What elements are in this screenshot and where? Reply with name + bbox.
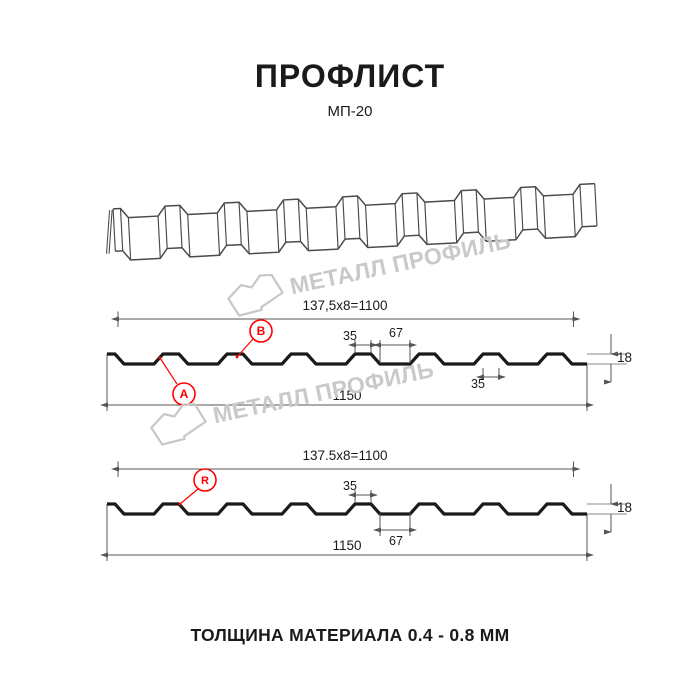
svg-text:67: 67 bbox=[389, 534, 403, 548]
svg-text:18: 18 bbox=[617, 350, 632, 365]
svg-text:A: A bbox=[180, 387, 189, 401]
svg-text:1150: 1150 bbox=[332, 538, 361, 553]
svg-text:67: 67 bbox=[389, 326, 403, 340]
svg-text:35: 35 bbox=[343, 479, 357, 493]
svg-text:B: B bbox=[257, 324, 266, 338]
svg-text:35: 35 bbox=[343, 329, 357, 343]
svg-text:35: 35 bbox=[471, 377, 485, 391]
svg-text:137,5x8=1100: 137,5x8=1100 bbox=[303, 298, 388, 313]
svg-text:R: R bbox=[201, 475, 209, 487]
svg-text:137.5x8=1100: 137.5x8=1100 bbox=[303, 448, 388, 463]
svg-text:18: 18 bbox=[617, 500, 632, 515]
